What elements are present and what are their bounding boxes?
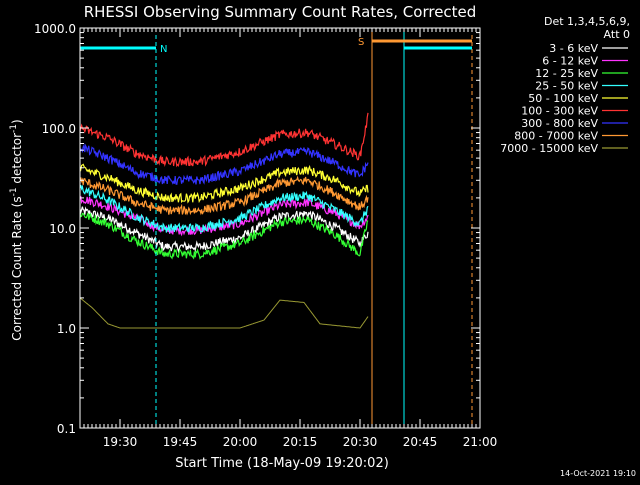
series-line-8 <box>79 175 369 216</box>
series-line-2 <box>79 195 369 237</box>
x-axis-label: Start Time (18-May-09 19:20:02) <box>175 456 389 471</box>
x-tick-label-2: 19:45 <box>163 435 198 449</box>
footer-timestamp: 14-Oct-2021 19:10 <box>560 469 636 478</box>
series-line-7 <box>79 143 369 185</box>
y-axis-label-sup2: -1 <box>9 124 19 133</box>
y-axis-label-end: ) <box>10 119 24 124</box>
plot-area: N S 1000.0 100.0 10.0 1.0 0.1 19:30 19:45 20:00 20… <box>34 22 497 449</box>
series-line-3 <box>79 212 369 260</box>
x-tick-label-7: 21:00 <box>463 435 498 449</box>
series-line-1 <box>79 206 369 254</box>
y-axis-label-sup1: -1 <box>9 187 19 196</box>
x-tick-label-1: 19:30 <box>103 435 138 449</box>
x-tick-label-5: 20:30 <box>343 435 378 449</box>
legend-label-8: 800 - 7000 keV <box>514 130 598 143</box>
flag-label-1: N <box>160 44 167 55</box>
chart-title: RHESSI Observing Summary Count Rates, Co… <box>84 3 477 21</box>
legend-header-line-2: Att 0 <box>604 28 630 41</box>
y-tick-label-5: 0.1 <box>57 422 76 436</box>
x-tick-label-4: 20:15 <box>283 435 318 449</box>
y-tick-label-1: 1000.0 <box>34 22 76 36</box>
legend-label-2: 6 - 12 keV <box>542 55 598 68</box>
legend-label-1: 3 - 6 keV <box>549 42 598 55</box>
x-tick-label-6: 20:45 <box>403 435 438 449</box>
series-line-4 <box>79 184 369 233</box>
flag-label-2: S <box>358 37 364 48</box>
y-tick-label-2: 100.0 <box>42 122 76 136</box>
plot-frame <box>79 27 481 429</box>
series-line-6 <box>79 112 369 168</box>
legend-label-9: 7000 - 15000 keV <box>500 142 598 155</box>
series-line-5 <box>79 163 369 204</box>
legend-label-7: 300 - 800 keV <box>521 117 598 130</box>
y-tick-label-4: 1.0 <box>57 322 76 336</box>
y-axis-label-mid: detector <box>10 133 24 188</box>
y-axis-label-main: Corrected Count Rate (s <box>10 196 24 340</box>
legend-label-5: 50 - 100 keV <box>528 92 598 105</box>
x-tick-label-3: 20:00 <box>223 435 258 449</box>
legend-label-4: 25 - 50 keV <box>535 80 598 93</box>
legend-header-line-1: Det 1,3,4,5,6,9, <box>544 15 630 28</box>
y-axis-label: Corrected Count Rate (s-1 detector-1) <box>9 119 24 340</box>
legend-label-3: 12 - 25 keV <box>535 67 598 80</box>
y-tick-label-3: 10.0 <box>49 222 76 236</box>
series-line-9 <box>79 297 369 329</box>
legend-label-6: 100 - 300 keV <box>521 105 598 118</box>
